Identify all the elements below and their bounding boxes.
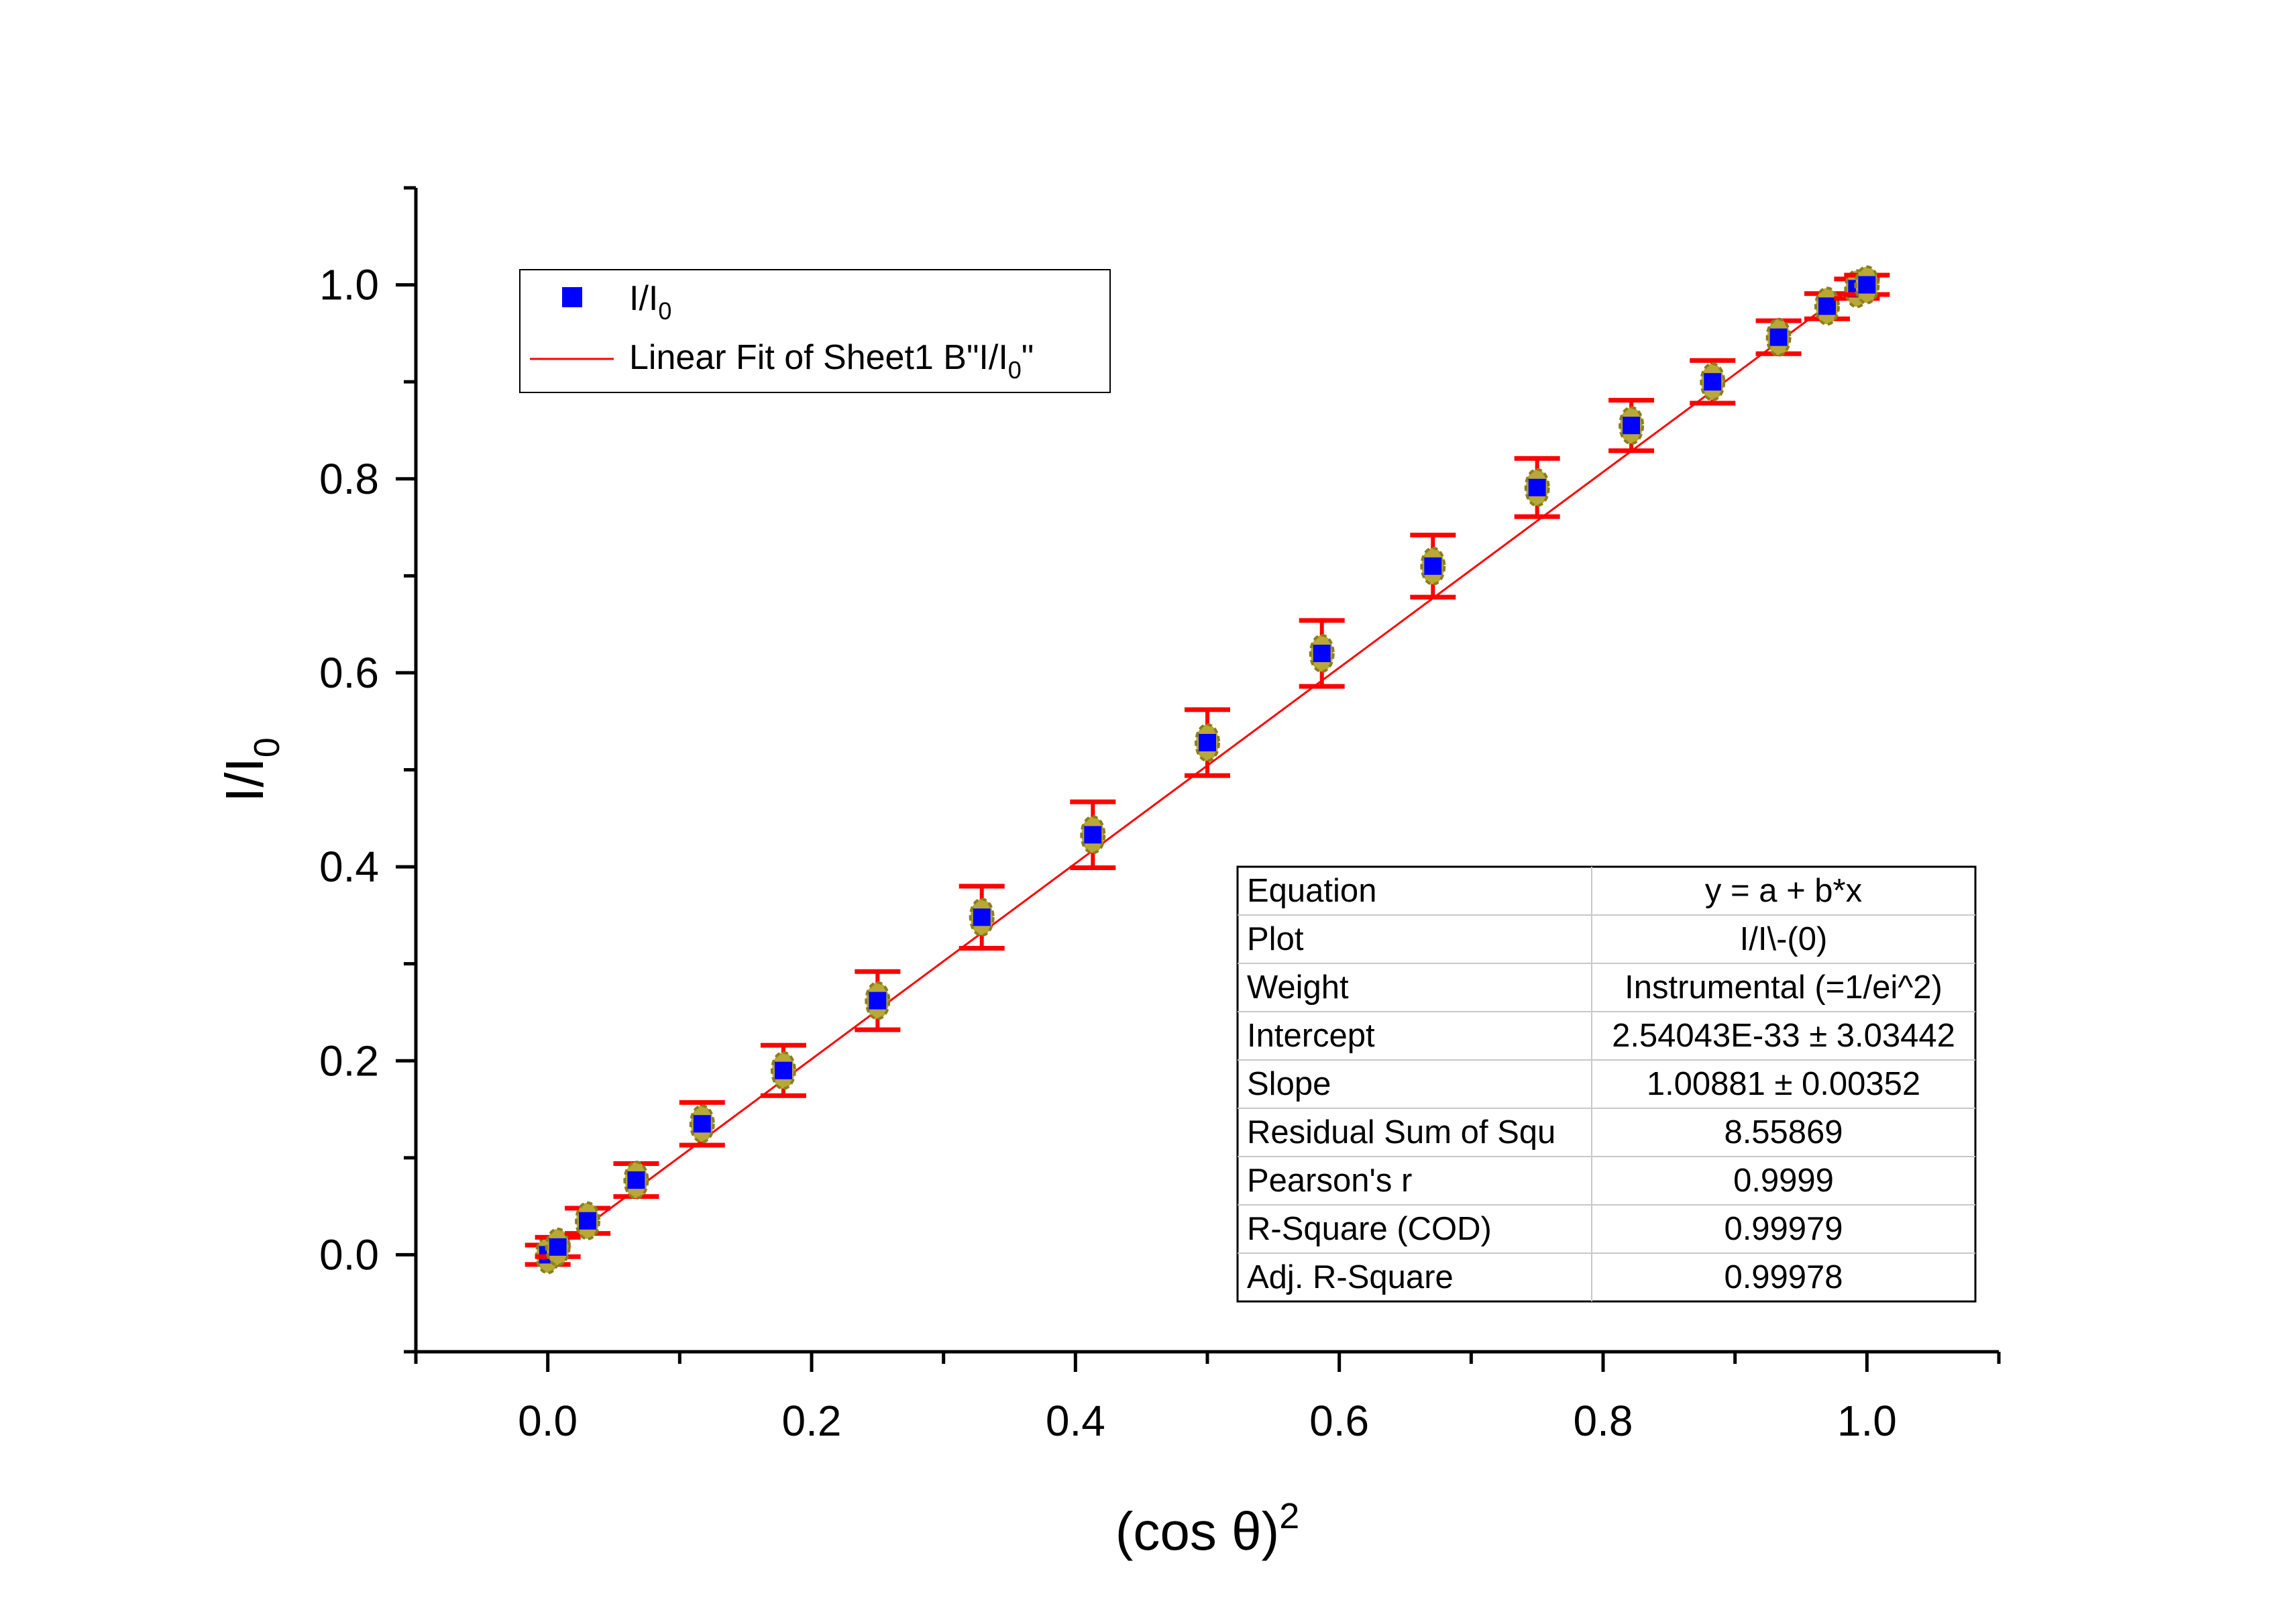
point-marker [579,1212,597,1230]
data-point [679,1100,725,1148]
stats-label: Equation [1247,873,1376,909]
stats-value: Instrumental (=1/ei^2) [1625,969,1943,1006]
point-marker [1704,373,1722,391]
point-marker [774,1061,792,1079]
x-tick-label: 0.2 [782,1397,842,1445]
stats-value: 0.99979 [1724,1211,1843,1247]
data-point [959,884,1005,951]
stats-value: y = a + b*x [1705,873,1862,909]
fit-statistics-table: Equation y = a + b*x Plot I/I\-(0) Weight Ins… [1236,865,1977,1303]
legend-box [519,269,1111,393]
stats-label: Intercept [1247,1018,1375,1054]
stats-label: Slope [1247,1066,1331,1102]
stats-value: 0.99978 [1724,1259,1843,1295]
y-axis-title: I/I0 [215,737,287,802]
data-point [1804,286,1850,326]
data-point [1690,358,1736,406]
point-marker [693,1115,711,1133]
x-tick-label: 0.0 [518,1397,578,1445]
point-marker [1858,276,1876,294]
point-marker [1424,557,1442,575]
x-tick-label: 1.0 [1837,1397,1897,1445]
stats-value: 1.00881 ± 0.00352 [1647,1066,1920,1102]
stats-label: Residual Sum of Squ [1247,1114,1555,1151]
data-point [1608,398,1655,453]
data-point [1070,799,1116,871]
point-marker [627,1171,645,1189]
stats-label: Plot [1247,921,1304,957]
point-marker [869,992,887,1010]
point-marker [1313,645,1331,662]
y-tick-label: 0.8 [319,455,379,503]
plot-area [525,265,1890,1275]
axes: 0.0 0.2 0.4 0.6 0.8 1.0 0.0 0.2 0.4 0.6 0.8 1.0 (cos… [215,186,2001,1561]
legend-label-data: I/I0 [629,279,671,325]
stats-value: 0.9999 [1733,1163,1834,1199]
x-tick-label: 0.8 [1574,1397,1633,1445]
data-point [1185,707,1230,778]
data-point [1514,456,1560,519]
data-point [855,969,901,1032]
stats-label: Adj. R-Square [1247,1259,1454,1295]
point-marker [973,908,991,926]
point-marker [1818,297,1836,315]
stats-label: Pearson's r [1247,1163,1412,1199]
stats-value: I/I\-(0) [1740,921,1828,957]
y-tick-label: 0.2 [319,1036,379,1085]
x-axis-title: (cos θ)2 [1115,1496,1300,1561]
legend-marker-square [562,287,582,307]
stats-label: R-Square (COD) [1247,1211,1492,1247]
y-tick-label: 1.0 [319,261,379,309]
legend: I/I0 Linear Fit of Sheet1 B"I/I0" [519,269,1111,393]
legend-label-fit: Linear Fit of Sheet1 B"I/I0" [629,338,1034,384]
point-marker [1199,734,1216,752]
point-marker [1623,417,1641,435]
data-point [1410,533,1456,600]
data-point [613,1161,659,1200]
y-tick-label: 0.4 [319,843,379,891]
y-tick-label: 0.0 [319,1230,379,1279]
data-point [535,1227,581,1267]
data-point [1299,618,1345,689]
stats-value: 8.55869 [1724,1114,1843,1151]
data-point [760,1042,806,1098]
data-point [1755,317,1802,357]
data-point [1844,265,1890,305]
stats-border [1236,865,1977,1303]
stats-value: 2.54043E-33 ± 3.03442 [1612,1018,1955,1054]
point-marker [549,1238,567,1256]
x-tick-label: 0.4 [1046,1397,1105,1445]
y-tick-label: 0.6 [319,649,379,697]
data-point [565,1201,611,1240]
x-tick-label: 0.6 [1309,1397,1369,1445]
point-marker [1528,478,1546,496]
point-marker [1769,328,1788,346]
point-marker [1084,826,1102,844]
stats-label: Weight [1247,969,1349,1006]
